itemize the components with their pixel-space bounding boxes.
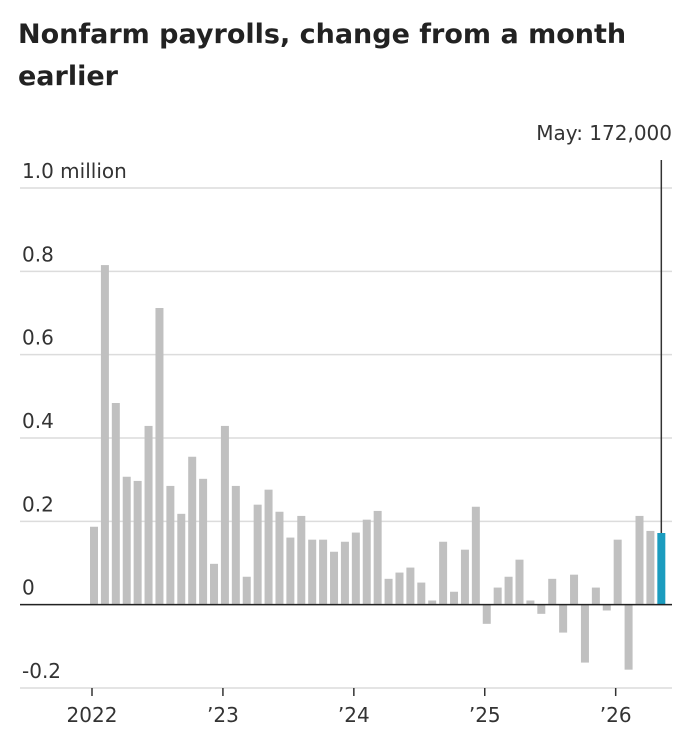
- value-label: May: 172,000: [536, 121, 672, 145]
- bar: [122, 476, 131, 605]
- bar: [275, 511, 284, 605]
- bar: [144, 425, 153, 605]
- bar: [504, 576, 513, 605]
- bar: [428, 600, 437, 605]
- bar: [133, 480, 142, 605]
- bar: [319, 539, 328, 605]
- chart-title: Nonfarm payrolls, change from a month ea…: [18, 19, 627, 92]
- bar: [351, 532, 360, 605]
- bar: [657, 533, 666, 605]
- bar: [362, 519, 371, 605]
- bar: [460, 549, 469, 605]
- y-tick-label: 1.0 million: [22, 159, 127, 183]
- bar: [231, 485, 240, 605]
- bar: [493, 587, 502, 605]
- bar: [395, 572, 404, 605]
- bar: [570, 574, 579, 605]
- bar: [373, 510, 382, 605]
- bar: [482, 604, 491, 624]
- bar: [308, 539, 317, 605]
- y-tick-label: 0.6: [22, 326, 54, 350]
- bar: [220, 425, 229, 605]
- bar: [602, 604, 611, 611]
- bar: [330, 551, 339, 605]
- bar: [297, 515, 306, 605]
- bar: [111, 403, 120, 605]
- x-tick-label: ’26: [600, 703, 632, 727]
- bar: [515, 559, 524, 605]
- bar: [591, 587, 600, 605]
- x-tick-label: ’23: [207, 703, 239, 727]
- x-tick-label: ’25: [469, 703, 501, 727]
- bar: [559, 604, 568, 633]
- bar: [100, 265, 109, 605]
- bar: [526, 600, 535, 605]
- bar: [155, 308, 164, 605]
- bar: [286, 537, 295, 605]
- bar: [624, 604, 633, 670]
- bar: [406, 567, 415, 605]
- y-tick-label: 0.2: [22, 492, 54, 516]
- bar: [417, 582, 426, 605]
- bar: [253, 504, 262, 605]
- bar: [580, 604, 589, 663]
- bar: [210, 563, 219, 605]
- bar: [264, 489, 273, 605]
- bar: [188, 456, 197, 605]
- bar: [439, 541, 448, 605]
- bar: [537, 604, 546, 614]
- x-tick-label: ’24: [338, 703, 370, 727]
- y-tick-label: 0: [22, 576, 35, 600]
- bar: [646, 530, 655, 605]
- bar: [471, 506, 480, 605]
- y-tick-label: 0.8: [22, 242, 54, 266]
- bar: [90, 526, 98, 605]
- bar: [548, 578, 557, 605]
- bar: [177, 513, 186, 605]
- bar: [384, 578, 393, 605]
- bar: [340, 541, 349, 605]
- y-tick-label: 0.4: [22, 409, 54, 433]
- x-tick-label: 2022: [67, 703, 118, 727]
- bar: [242, 576, 251, 605]
- y-tick-label: -0.2: [22, 659, 61, 683]
- bar: [450, 591, 459, 605]
- bar: [613, 539, 622, 605]
- bar: [166, 485, 175, 605]
- bar: [199, 478, 208, 605]
- bar: [635, 515, 644, 605]
